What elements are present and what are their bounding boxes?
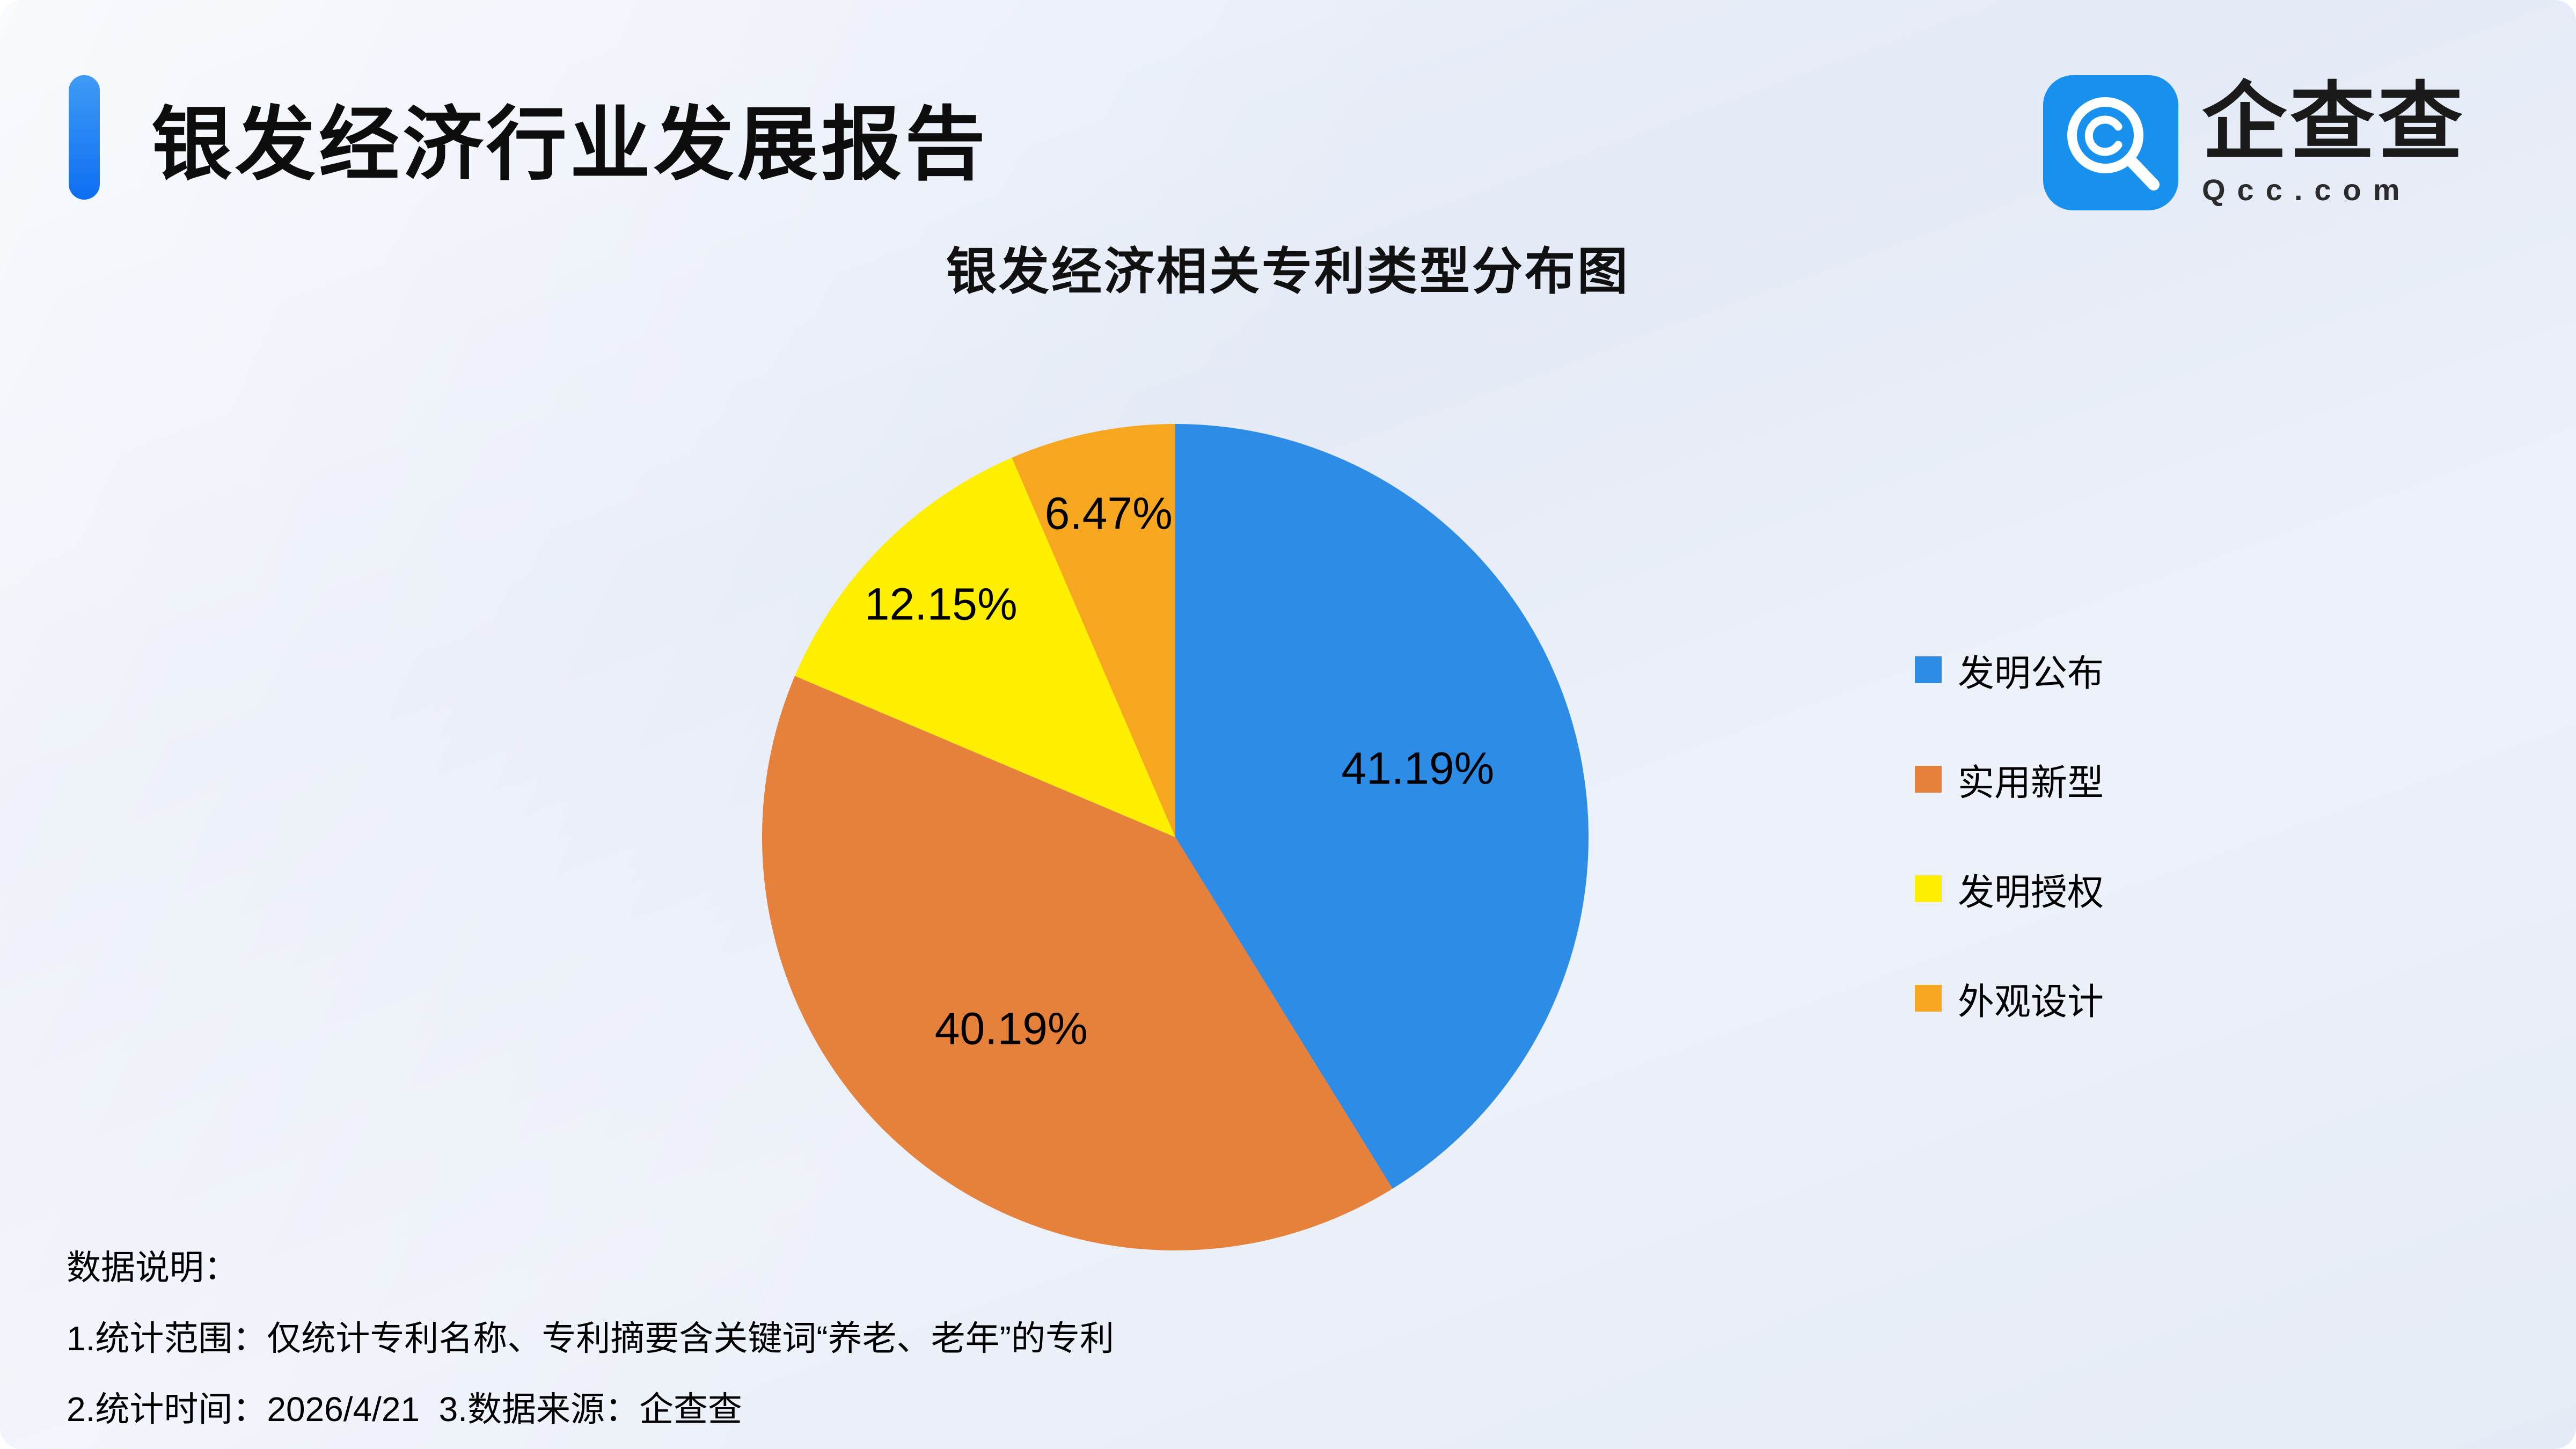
note-line-2: 2.统计时间：2026/4/21 3.数据来源：企查查 bbox=[67, 1390, 743, 1429]
qcc-logo-name: 企查查 bbox=[2202, 75, 2466, 170]
notes-heading: 数据说明： bbox=[67, 1248, 238, 1287]
report-header: 银发经济行业发展报告 bbox=[69, 75, 989, 200]
pie-slice-1 bbox=[1175, 424, 1589, 1189]
legend-label: 发明授权 bbox=[1958, 872, 2104, 913]
pie-slice-3 bbox=[795, 457, 1175, 837]
qcc-logo-text: 企查查 Qcc.com bbox=[2202, 78, 2466, 208]
legend-swatch bbox=[1915, 656, 1942, 683]
chart-legend: 发明公布实用新型发明授权外观设计 bbox=[1915, 647, 2104, 1022]
qcc-logo: 企查查 Qcc.com bbox=[2043, 75, 2466, 210]
slice-label: 40.19% bbox=[935, 1004, 1088, 1054]
legend-label: 发明公布 bbox=[1958, 653, 2104, 694]
chart-title: 银发经济相关专利类型分布图 bbox=[946, 243, 1630, 299]
slice-label: 41.19% bbox=[1341, 743, 1494, 794]
legend-swatch bbox=[1915, 875, 1942, 902]
title-accent-bar bbox=[69, 75, 100, 200]
legend-item: 外观设计 bbox=[1915, 975, 2104, 1022]
slice-label: 6.47% bbox=[1045, 488, 1173, 539]
pie-chart: 41.19% 40.19% 12.15% 6.47% bbox=[754, 416, 1597, 1258]
qcc-logo-domain: Qcc.com bbox=[2202, 173, 2412, 207]
legend-item: 发明授权 bbox=[1915, 866, 2104, 913]
pie-slice-2 bbox=[762, 676, 1393, 1251]
data-notes: 数据说明： 1.统计范围：仅统计专利名称、专利摘要含关键词“养老、老年”的专利 … bbox=[67, 1232, 1114, 1445]
legend-label: 实用新型 bbox=[1958, 762, 2104, 803]
legend-swatch bbox=[1915, 985, 1942, 1012]
legend-swatch bbox=[1915, 766, 1942, 793]
qcc-logo-icon bbox=[2043, 75, 2178, 210]
legend-item: 实用新型 bbox=[1915, 756, 2104, 803]
note-line-1: 1.统计范围：仅统计专利名称、专利摘要含关键词“养老、老年”的专利 bbox=[67, 1319, 1114, 1358]
slice-label: 12.15% bbox=[865, 579, 1018, 630]
pie-slice-4 bbox=[1012, 424, 1175, 837]
page-title: 银发经济行业发展报告 bbox=[151, 99, 989, 189]
legend-label: 外观设计 bbox=[1958, 981, 2104, 1022]
legend-item: 发明公布 bbox=[1915, 647, 2104, 694]
